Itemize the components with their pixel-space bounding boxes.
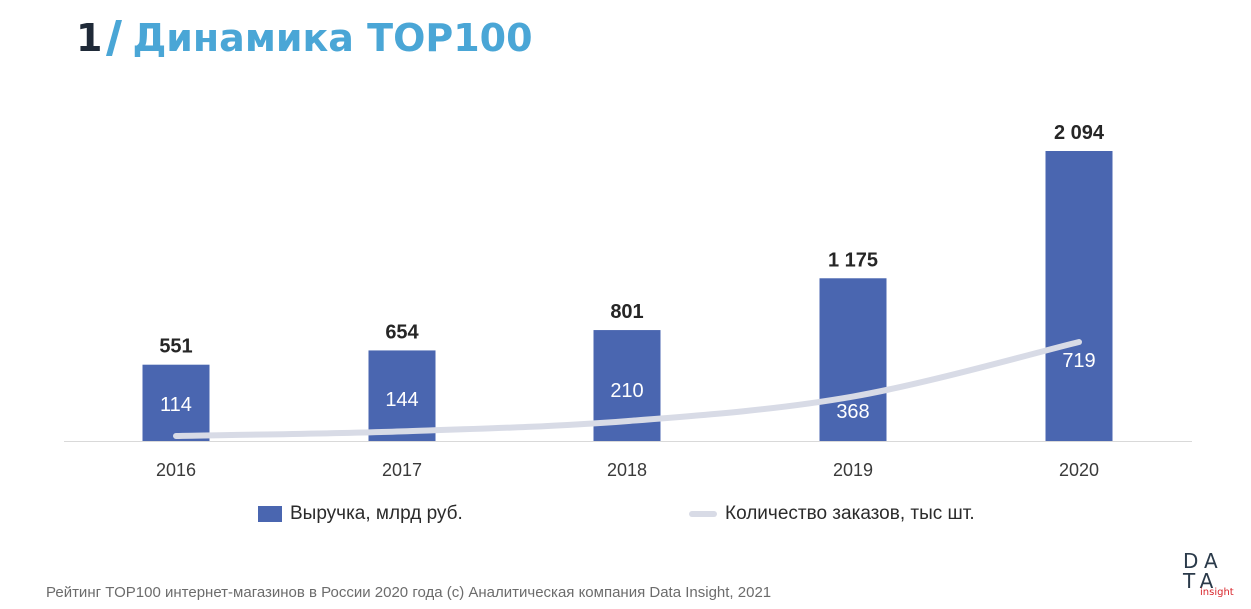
x-tick-2018: 2018 bbox=[607, 460, 647, 480]
data-insight-logo: DA TA insight bbox=[1183, 551, 1243, 601]
revenue-orders-chart: 551 2016 654 2017 801 2018 1 175 2019 2 094 2020 1… bbox=[64, 122, 1192, 480]
bar-revenue-2017 bbox=[368, 350, 436, 441]
line-label-orders-2020: 719 bbox=[1062, 350, 1095, 372]
x-tick-2020: 2020 bbox=[1059, 460, 1099, 480]
line-label-orders-2016: 114 bbox=[160, 394, 192, 416]
x-tick-2017: 2017 bbox=[382, 460, 422, 480]
logo-sub: insight bbox=[1200, 587, 1234, 598]
legend-label-orders: Количество заказов, тыс шт. bbox=[725, 503, 975, 524]
bar-label-revenue-2017: 654 bbox=[385, 321, 419, 343]
bar-revenue-2020 bbox=[1045, 151, 1113, 441]
legend-item-revenue: Выручка, млрд руб. bbox=[258, 503, 463, 525]
bar-label-revenue-2016: 551 bbox=[159, 336, 192, 358]
line-label-orders-2017: 144 bbox=[385, 389, 418, 411]
legend-item-orders: Количество заказов, тыс шт. bbox=[689, 503, 975, 525]
chart-title: Динамика TOP100 bbox=[132, 16, 533, 60]
x-tick-2019: 2019 bbox=[833, 460, 873, 480]
legend-bar-swatch bbox=[258, 506, 282, 522]
page-title: 1 Динамика TOP100 bbox=[76, 12, 533, 64]
legend-label-revenue: Выручка, млрд руб. bbox=[290, 503, 463, 524]
line-label-orders-2019: 368 bbox=[836, 401, 869, 423]
line-label-orders-2018: 210 bbox=[610, 380, 643, 402]
slash-icon bbox=[106, 20, 123, 56]
bar-label-revenue-2020: 2 094 bbox=[1054, 122, 1105, 144]
logo-line-1: DA bbox=[1183, 549, 1224, 573]
bar-label-revenue-2018: 801 bbox=[610, 301, 643, 323]
bar-revenue-2016 bbox=[142, 364, 210, 441]
source-footer: Рейтинг TOP100 интернет-магазинов в Росс… bbox=[46, 584, 772, 601]
bar-label-revenue-2019: 1 175 bbox=[828, 249, 878, 271]
line-orders bbox=[173, 339, 1082, 439]
bar-revenue-2019 bbox=[819, 278, 887, 441]
legend-line-swatch bbox=[689, 511, 717, 517]
x-tick-2016: 2016 bbox=[156, 460, 196, 480]
logo-line-2: TA bbox=[1183, 569, 1220, 593]
section-number: 1 bbox=[76, 16, 103, 60]
